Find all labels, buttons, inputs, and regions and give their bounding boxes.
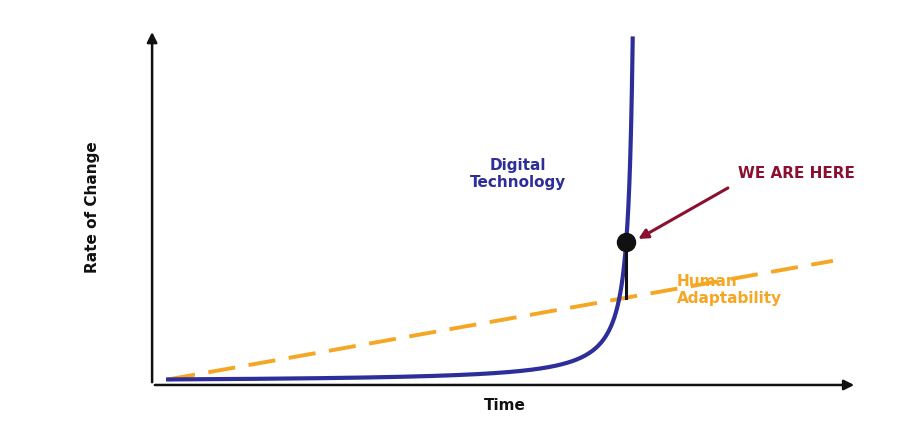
Text: Time: Time: [483, 398, 526, 413]
Text: Human
Adaptability: Human Adaptability: [677, 274, 782, 307]
Text: WE ARE HERE: WE ARE HERE: [738, 166, 855, 181]
Text: Rate of Change: Rate of Change: [85, 141, 100, 273]
Text: Digital
Technology: Digital Technology: [470, 158, 566, 190]
